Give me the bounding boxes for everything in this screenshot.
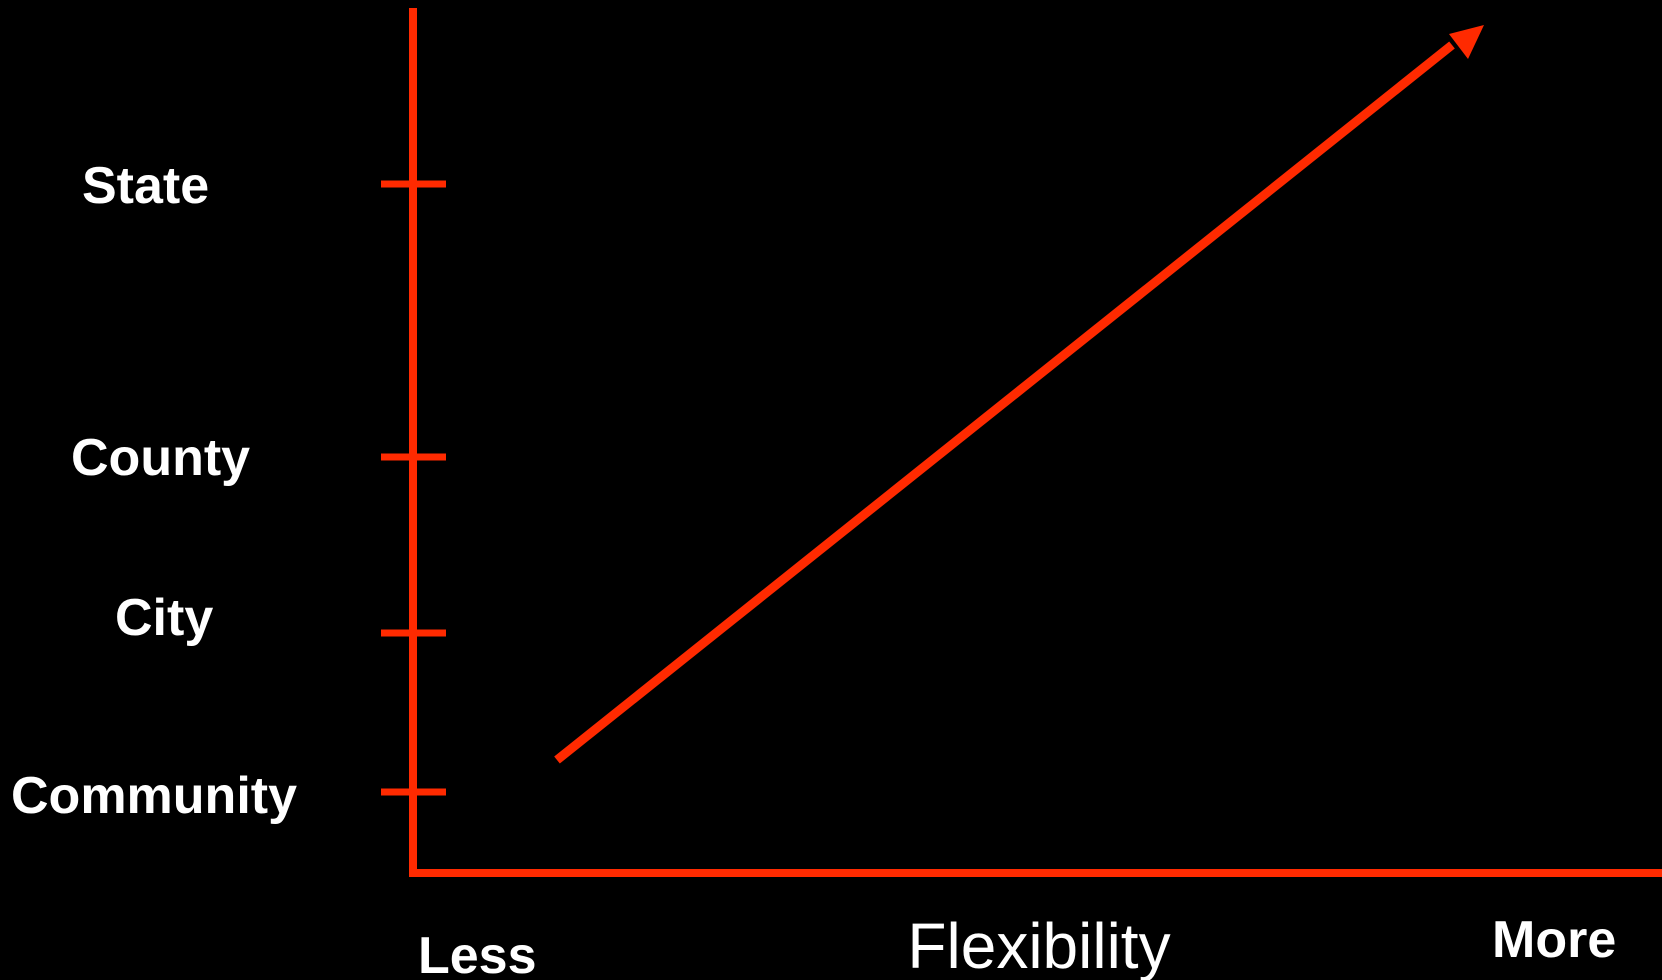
trend-arrow bbox=[554, 41, 1455, 764]
x-end-label: More bbox=[1492, 911, 1617, 969]
level-label-state: State bbox=[82, 157, 210, 215]
level-label-county: County bbox=[71, 429, 251, 487]
x-start-label: Less bbox=[418, 927, 537, 980]
arrowhead-icon bbox=[1449, 25, 1484, 59]
level-label-community: Community bbox=[11, 767, 297, 825]
x-axis-title: Flexibility bbox=[907, 910, 1171, 980]
level-label-city: City bbox=[115, 589, 214, 647]
